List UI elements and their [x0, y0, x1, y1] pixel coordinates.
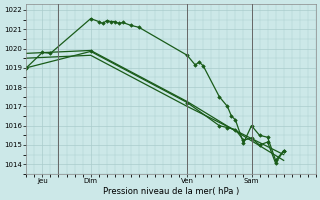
- X-axis label: Pression niveau de la mer( hPa ): Pression niveau de la mer( hPa ): [103, 187, 239, 196]
